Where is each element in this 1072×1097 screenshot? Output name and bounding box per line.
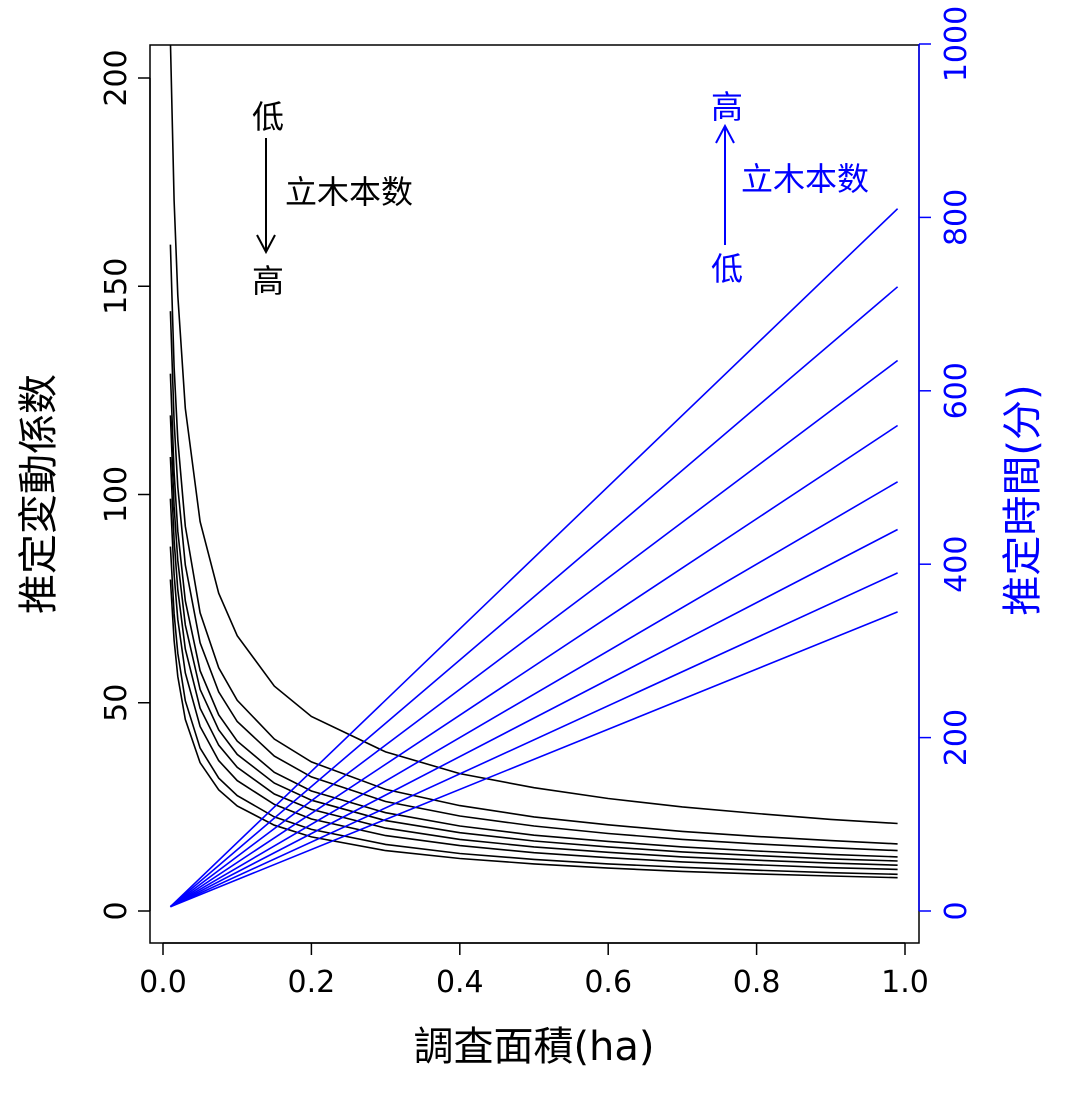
time-series-line-5	[169, 481, 899, 908]
cv-series-group	[169, 45, 898, 879]
y-right-axis-title: 推定時間(分)	[1000, 384, 1046, 615]
y-right-tick-label: 400	[939, 536, 974, 593]
cv-series-line-7	[169, 498, 898, 871]
y-left-tick-label: 150	[99, 258, 134, 315]
x-tick-label: 0.2	[288, 965, 336, 1000]
y-left-tick-label: 200	[99, 49, 134, 106]
annotation-left-high: 高	[252, 262, 284, 300]
x-tick-label: 1.0	[881, 965, 929, 1000]
y-right-tick-label: 800	[939, 189, 974, 246]
time-series-line-3	[169, 359, 899, 908]
y-left-axis-title: 推定変動係数	[16, 374, 62, 614]
y-left-tick-label: 100	[99, 466, 134, 523]
time-series-line-2	[169, 286, 899, 908]
time-series-line-7	[170, 572, 898, 908]
y-right-tick-label: 600	[939, 362, 974, 419]
x-axis-title: 調査面積(ha)	[413, 1024, 654, 1070]
time-series-group	[169, 208, 899, 908]
x-tick-label: 0.6	[584, 965, 632, 1000]
cv-series-line-4	[169, 373, 898, 858]
x-axis: 0.0 0.2 0.4 0.6 0.8 1.0	[139, 942, 929, 1000]
x-tick-label: 0.0	[139, 965, 187, 1000]
annotation-right-low: 低	[711, 250, 743, 288]
y-left-axis: 0 50 100 150 200	[99, 49, 151, 921]
annotation-left-arrowhead	[256, 234, 276, 255]
time-series-line-8	[170, 611, 898, 908]
y-right-tick-label: 200	[939, 709, 974, 766]
annotation-right-high: 高	[711, 88, 743, 126]
cv-series-line-6	[169, 456, 898, 866]
y-right-tick-label: 0	[939, 901, 974, 920]
y-left-tick-label: 0	[99, 901, 134, 920]
x-tick-label: 0.4	[436, 965, 484, 1000]
cv-series-line-8	[169, 546, 898, 876]
y-right-axis: 0 200 400 600 800 1000	[918, 6, 974, 921]
y-right-tick-label: 1000	[939, 6, 974, 82]
annotation-right-arrowhead	[715, 123, 735, 144]
cv-series-line-1	[169, 45, 898, 825]
time-series-line-4	[169, 424, 899, 908]
cv-series-line-3	[169, 311, 898, 852]
cv-series-line-5	[169, 415, 898, 862]
annotation-left-label: 立木本数	[285, 173, 413, 211]
y-left-tick-label: 50	[99, 684, 134, 722]
x-tick-label: 0.8	[733, 965, 781, 1000]
cv-series-line-9	[169, 579, 898, 879]
cv-series-line-2	[169, 244, 898, 845]
annotation-right-label: 立木本数	[741, 160, 869, 198]
time-series-line-6	[170, 528, 898, 908]
annotation-left-low: 低	[252, 98, 284, 136]
time-series-line-1	[169, 208, 899, 908]
